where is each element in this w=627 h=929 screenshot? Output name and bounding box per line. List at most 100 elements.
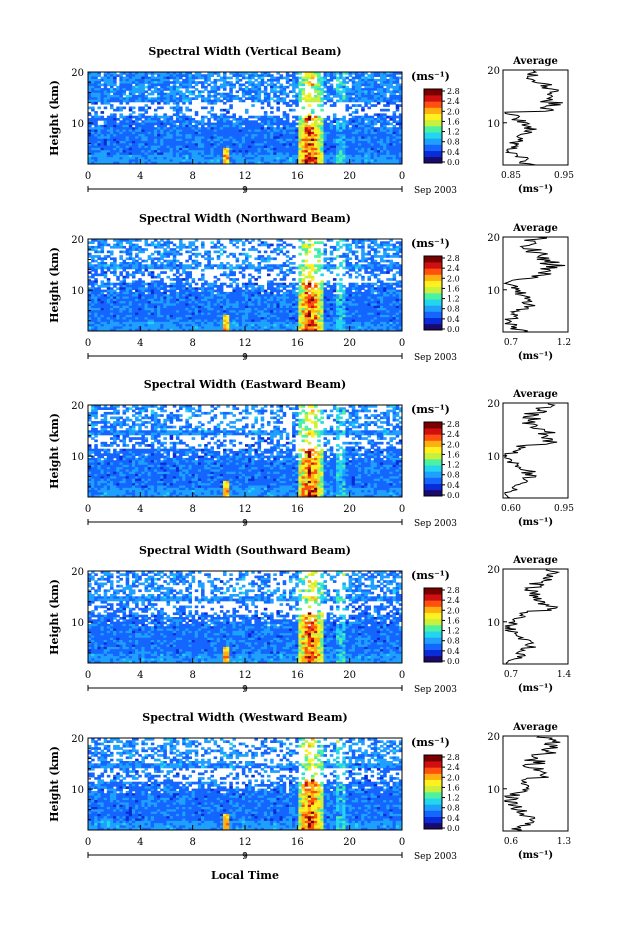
heatmap-cell [163, 145, 167, 149]
heatmap-cell [254, 150, 258, 153]
heatmap-cell [128, 115, 133, 119]
heatmap-cell [332, 120, 337, 123]
heatmap-cell [317, 72, 321, 75]
heatmap-cell [241, 141, 246, 144]
heatmap-cell [201, 317, 205, 320]
heatmap-cell [395, 154, 400, 158]
heatmap-cell [131, 243, 136, 247]
heatmap-cell [166, 78, 171, 82]
heatmap-cell [141, 74, 145, 77]
heatmap-cell [389, 85, 393, 89]
heatmap-cell [386, 83, 390, 87]
heatmap-cell [182, 291, 186, 295]
heatmap-cell [307, 157, 312, 160]
heatmap-cell [147, 78, 152, 82]
heatmap-cell [131, 275, 136, 279]
heatmap-cell [160, 143, 164, 146]
heatmap-cell [160, 159, 164, 163]
heatmap-cell [314, 138, 318, 142]
heatmap-cell [125, 266, 130, 270]
heatmap-cell [364, 150, 368, 153]
heatmap-cell [131, 150, 136, 153]
heatmap-cell [166, 243, 171, 247]
heatmap-cell [241, 252, 246, 256]
x-tick-label: 16 [291, 171, 304, 182]
heatmap-cell [188, 305, 193, 309]
heatmap-cell [216, 99, 221, 103]
heatmap-cell [91, 78, 95, 82]
heatmap-cell [380, 131, 384, 135]
heatmap-cell [320, 76, 324, 80]
heatmap-cell [97, 141, 101, 144]
heatmap-cell [169, 294, 174, 297]
heatmap-cell [147, 321, 152, 325]
heatmap-cell [100, 118, 105, 121]
heatmap-cell [163, 136, 167, 140]
heatmap-cell [88, 145, 92, 149]
heatmap-cell [213, 275, 218, 279]
heatmap-cell [191, 154, 196, 158]
heatmap-cell [166, 92, 171, 96]
heatmap-cell [175, 278, 180, 281]
heatmap-cell [210, 321, 214, 325]
heatmap-cell [336, 90, 340, 94]
avg-y-tick-label: 10 [487, 119, 500, 130]
heatmap-cell [169, 321, 174, 325]
heatmap-cell [113, 291, 117, 295]
heatmap-cell [373, 95, 378, 98]
heatmap-cell [163, 312, 167, 316]
heatmap-cell [153, 152, 158, 156]
heatmap-cell [185, 147, 189, 151]
heatmap-cell [226, 275, 230, 279]
heatmap-cell [273, 85, 277, 89]
heatmap-cell [144, 154, 149, 158]
heatmap-cell [191, 131, 196, 135]
heatmap-cell [125, 76, 130, 80]
heatmap-cell [307, 104, 312, 107]
heatmap-cell [270, 115, 274, 119]
heatmap-cell [191, 266, 196, 270]
heatmap-cell [279, 83, 284, 87]
heatmap-cell [229, 115, 233, 119]
heatmap-cell [241, 147, 246, 151]
heatmap-cell [153, 90, 158, 94]
heatmap-cell [103, 131, 108, 135]
heatmap-cell [179, 239, 183, 242]
heatmap-cell [131, 161, 136, 165]
heatmap-cell [201, 321, 205, 325]
heatmap-cell [260, 312, 265, 316]
heatmap-cell [138, 131, 142, 135]
heatmap-cell [248, 255, 252, 258]
heatmap-cell [172, 81, 177, 84]
heatmap-cell [329, 76, 334, 80]
heatmap-cell [266, 83, 271, 87]
heatmap-cell [273, 145, 277, 149]
heatmap-cell [109, 314, 114, 318]
heatmap-cell [169, 328, 174, 332]
heatmap-cell [119, 257, 123, 261]
heatmap-cell [216, 136, 221, 140]
heatmap-cell [245, 150, 249, 153]
heatmap-cell [235, 157, 240, 160]
heatmap-cell [216, 92, 221, 96]
heatmap-cell [229, 90, 233, 94]
heatmap-cell [348, 145, 353, 149]
heatmap-cell [179, 319, 183, 323]
heatmap-cell [263, 296, 268, 300]
heatmap-cell [94, 76, 98, 80]
heatmap-cell [380, 90, 384, 94]
heatmap-cell [376, 157, 381, 160]
heatmap-cell [285, 104, 290, 107]
heatmap-cell [232, 118, 236, 121]
heatmap-cell [191, 259, 196, 263]
heatmap-cell [100, 257, 105, 261]
colorbar-tick-label: 1.6 [447, 117, 460, 126]
heatmap-cell [257, 141, 262, 144]
heatmap-cell [182, 319, 186, 323]
heatmap-cell [153, 310, 158, 313]
heatmap-cell [182, 113, 186, 117]
heatmap-cell [263, 72, 268, 75]
heatmap-cell [386, 108, 390, 112]
heatmap-cell [163, 301, 167, 304]
heatmap-cell [91, 145, 95, 149]
